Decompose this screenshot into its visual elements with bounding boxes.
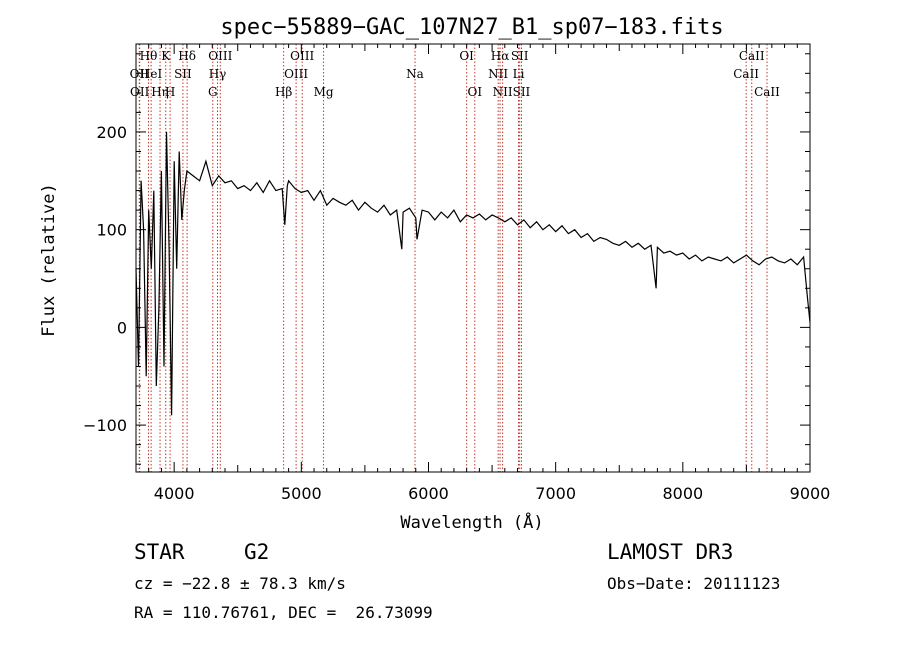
observation-date: Obs−Date: 20111123 [607,574,781,593]
y-tick-label-3: 200 [96,123,127,142]
x-axis-label: Wavelength (Å) [400,511,543,533]
line-label-11: OIII [208,49,232,63]
line-label-7: SII [174,67,192,81]
line-label-0: OII [130,67,150,81]
chart-title: spec−55889−GAC_107N27_B1_sp07−183.fits [220,15,723,40]
spectrum-series [135,131,811,416]
y-tick-label-2: 100 [96,221,127,240]
line-label-12: Hβ [275,85,292,99]
x-tick-label-1: 5000 [281,484,322,503]
redshift-velocity: cz = −22.8 ± 78.3 km/s [134,574,346,593]
plot-frame [135,43,811,473]
line-label-26: CaII [739,49,765,63]
y-tick-label-1: 0 [117,318,127,337]
line-label-10: Hγ [209,67,227,81]
x-ticks: 4000 5000 6000 7000 8000 9000 [148,44,831,503]
line-label-20: Hα [491,49,510,63]
object-class: STAR [134,540,185,564]
line-label-8: Hδ [178,49,196,63]
line-label-15: Mg [314,85,334,99]
x-tick-label-5: 9000 [790,484,831,503]
line-label-9: G [208,85,218,99]
line-label-1: OII [130,85,150,99]
line-label-21: NII [493,85,513,99]
line-label-17: OI [459,49,474,63]
line-markers [138,44,768,472]
line-label-13: OIII [284,67,308,81]
line-label-2: Hθ [140,49,158,63]
line-label-16: Na [406,67,424,81]
line-label-5: K [161,49,171,63]
y-ticks: −100 0 100 200 [83,53,810,465]
line-label-24: SII [513,85,531,99]
line-label-14: OIII [290,49,314,63]
x-tick-label-3: 7000 [535,484,576,503]
line-label-23: SII [511,49,529,63]
y-tick-label-0: −100 [83,416,127,435]
object-subclass: G2 [244,540,270,564]
x-tick-label-4: 8000 [662,484,703,503]
line-label-22: Li [513,67,525,81]
survey-name: LAMOST DR3 [607,540,734,564]
line-label-25: CaII [733,67,759,81]
line-label-27: CaII [754,85,780,99]
sky-coordinates: RA = 110.76761, DEC = 26.73099 [134,603,433,622]
x-tick-label-0: 4000 [154,484,195,503]
x-tick-label-2: 6000 [408,484,449,503]
line-label-18: OI [467,85,482,99]
y-axis-label: Flux (relative) [39,183,59,337]
line-labels: OII OII Hθ HeI Hη K H SII Hδ G Hγ OIII Hβ OIII OIII Mg N… [130,49,781,99]
line-label-4: Hη [151,85,169,99]
line-label-3: HeI [140,67,163,81]
line-label-19: NII [488,67,508,81]
line-label-6: H [165,85,175,99]
spectrum-chart: spec−55889−GAC_107N27_B1_sp07−183.fits W… [39,15,831,533]
